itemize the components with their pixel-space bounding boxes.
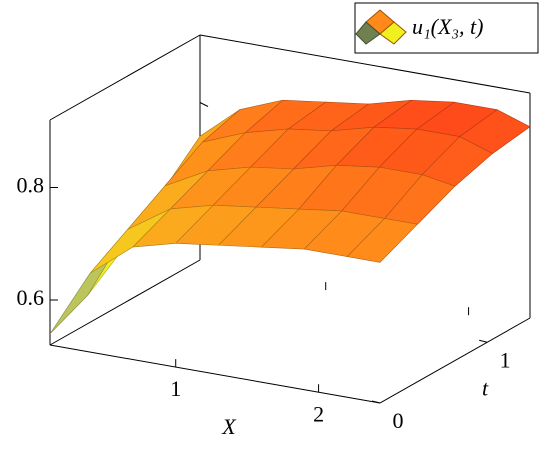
legend-label: u₁(X₃, t): [412, 14, 484, 39]
x-tick-label: 2: [313, 401, 324, 426]
x-tick-label: 1: [170, 376, 181, 401]
t-tick-label: 0: [393, 408, 404, 433]
tick-mark: [199, 102, 209, 107]
surface-patch: [346, 218, 419, 263]
legend: u₁(X₃, t): [354, 2, 539, 54]
surface: [49, 99, 531, 334]
axis-line: [199, 34, 531, 94]
tick-mark: [479, 339, 488, 343]
x-axis-label: X: [221, 414, 237, 439]
legend-icon: [355, 21, 381, 45]
z-tick-label: 0.8: [17, 173, 45, 198]
z-tick-label: 0.6: [17, 285, 45, 310]
tick-mark: [371, 400, 381, 404]
axis-line: [379, 317, 531, 404]
axis-line: [49, 259, 201, 346]
axis-line: [49, 34, 201, 121]
axis-line: [49, 344, 381, 404]
t-axis-label: t: [482, 376, 489, 401]
legend-icon: [379, 21, 407, 45]
labels: 0.6 0.8 1 2 0 1 Xt: [17, 173, 511, 440]
t-tick-label: 1: [500, 347, 511, 372]
